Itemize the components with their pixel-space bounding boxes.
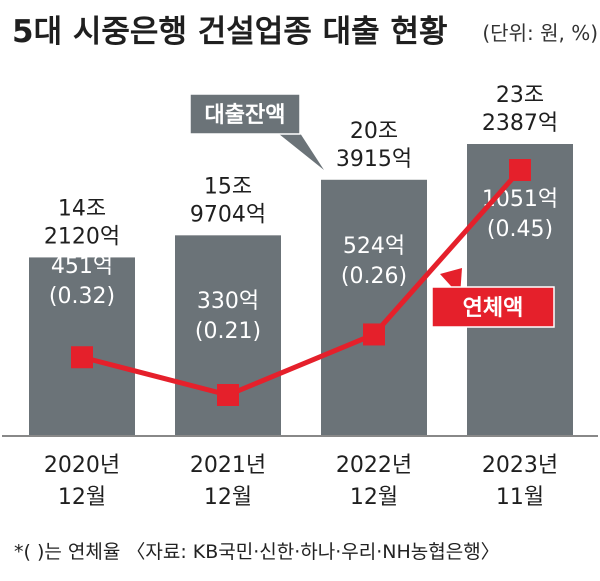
x-tick-label: 12월 (350, 485, 398, 510)
bar-value-label: 9704억 (190, 202, 266, 227)
loan-balance-callout: 대출잔액 (189, 93, 324, 170)
delinquency-rate-label: (0.26) (341, 264, 407, 289)
bar-value-label: 20조 (350, 119, 398, 144)
x-tick-labels: 2020년 12월 2021년 12월 2022년 12월 2023년 11월 (44, 453, 558, 510)
delinquency-point-0 (71, 346, 93, 369)
bar-2 (321, 179, 427, 437)
loan-balance-callout-label: 대출잔액 (205, 103, 286, 128)
x-tick-label: 12월 (204, 485, 252, 510)
footnote: *( )는 연체율 〈자료: KB국민·신한·하나·우리·NH농협은행〉 (14, 541, 500, 563)
delinquency-amount-label: 330억 (197, 289, 259, 314)
bar-value-label: 2387억 (482, 111, 558, 136)
delinquency-point-3 (509, 159, 531, 181)
loan-balance-callout-box (189, 93, 301, 135)
x-tick-label: 2022년 (336, 453, 412, 478)
delinquency-rate-label: (0.32) (49, 284, 115, 309)
bar-layer (29, 144, 573, 437)
line-layer (71, 159, 531, 406)
delinquency-amount-label: 451억 (51, 254, 113, 279)
bar-value-label: 3915억 (336, 147, 412, 172)
bar-value-label: 15조 (204, 174, 252, 199)
delinquency-callout-label: 연체액 (463, 296, 524, 321)
delinquency-callout-box (431, 286, 555, 328)
x-tick-label: 12월 (58, 485, 106, 510)
delinquency-point-1 (217, 384, 239, 406)
bar-value-label: 2120억 (44, 224, 120, 249)
delinquency-rate-label: (0.21) (195, 319, 261, 344)
x-tick-label: 2021년 (190, 453, 266, 478)
bar-value-label: 23조 (496, 83, 544, 108)
delinquency-line (81, 168, 522, 398)
delinquency-rate-label: (0.45) (487, 217, 553, 242)
delinquency-callout: 연체액 (431, 268, 555, 328)
bar-value-label: 14조 (58, 196, 106, 221)
x-tick-label: 2020년 (44, 453, 120, 478)
chart-unit: (단위: 원, %) (482, 21, 598, 45)
chart-title: 5대 시중은행 건설업종 대출 현황 (12, 14, 448, 50)
loan-balance-callout-pointer (274, 130, 324, 170)
delinquency-point-2 (363, 323, 385, 346)
delinquency-amount-label: 524억 (343, 234, 405, 259)
x-tick-label: 2023년 (482, 453, 558, 478)
bar-labels: 14조 2120억 451억 (0.32) 15조 9704억 330억 (0.21) 20조 3… (44, 83, 558, 344)
x-tick-label: 11월 (496, 485, 544, 510)
